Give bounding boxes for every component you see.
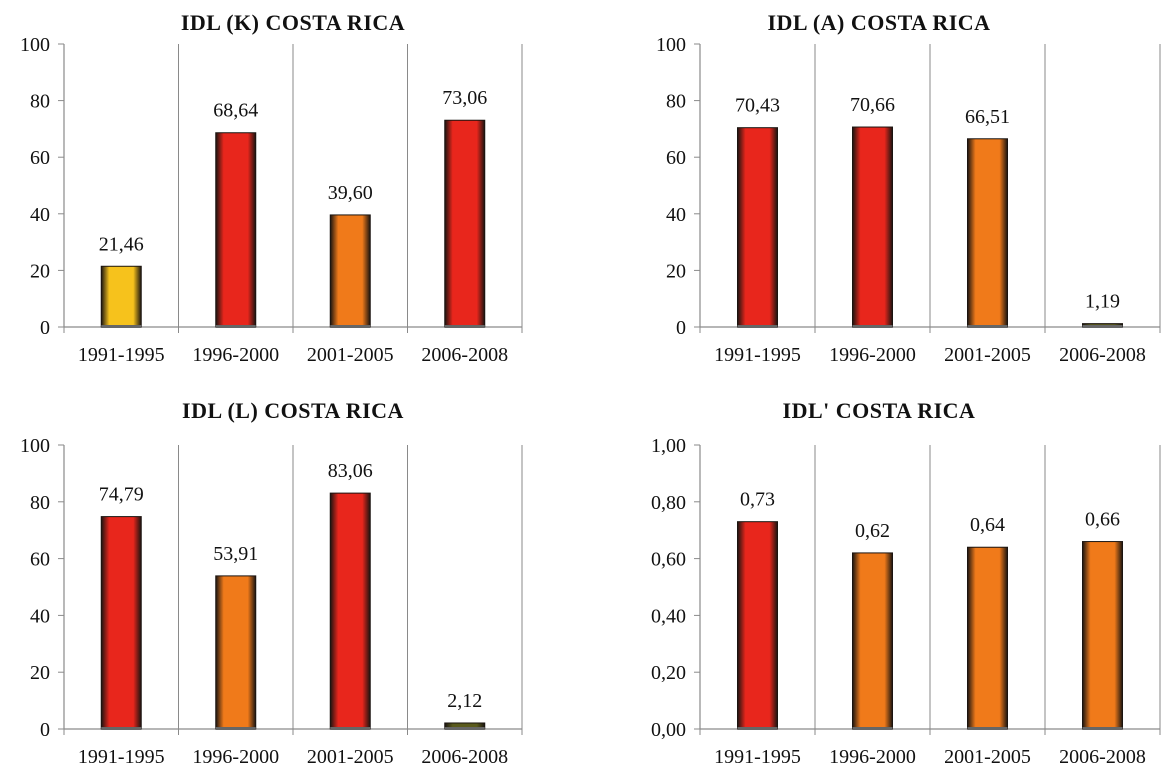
- data-label: 83,06: [328, 460, 373, 482]
- x-tick-label: 1996-2000: [192, 344, 279, 366]
- data-label: 39,60: [328, 182, 373, 204]
- bar-2001-2005: [329, 492, 371, 730]
- y-tick-label: 0,20: [651, 662, 686, 684]
- bar-1991-1995: [100, 516, 142, 730]
- bar-2001-2005: [329, 214, 371, 328]
- data-label: 68,64: [213, 100, 258, 122]
- bar-base: [101, 325, 142, 328]
- x-tick-label: 1996-2000: [829, 746, 916, 768]
- chart-title: IDL (L) COSTA RICA: [182, 398, 404, 423]
- x-tick-label: 1996-2000: [829, 344, 916, 366]
- y-tick-label: 60: [30, 147, 50, 169]
- bar-base: [967, 325, 1008, 328]
- y-tick-label: 0: [676, 317, 686, 339]
- x-tick-label: 2001-2005: [944, 746, 1031, 768]
- y-tick-label: 60: [666, 147, 686, 169]
- bar-base: [215, 727, 256, 730]
- data-label: 2,12: [447, 690, 482, 712]
- y-tick-label: 20: [30, 662, 50, 684]
- bar-base: [444, 727, 485, 730]
- y-tick-label: 1,00: [651, 435, 686, 457]
- data-label: 1,19: [1085, 291, 1120, 313]
- data-label: 70,66: [850, 94, 895, 116]
- data-label: 73,06: [442, 87, 487, 109]
- bar-base: [215, 325, 256, 328]
- data-label: 0,66: [1085, 509, 1120, 531]
- y-tick-label: 100: [20, 34, 50, 56]
- bar-2001-2005: [967, 138, 1008, 328]
- bar-chart-idl-k: 0 20 40 60 80 100 21,46 1991-1995 68,64 1996-2000…: [20, 34, 523, 366]
- y-tick-label: 100: [656, 34, 686, 56]
- x-tick-label: 1991-1995: [714, 746, 801, 768]
- bar-base: [1082, 727, 1123, 730]
- y-tick-label: 80: [30, 91, 50, 113]
- chart-title: IDL (A) COSTA RICA: [767, 10, 991, 35]
- data-label: 0,73: [740, 489, 775, 511]
- bar-2006-2008: [1082, 541, 1123, 730]
- data-label: 21,46: [99, 233, 144, 255]
- data-label: 66,51: [965, 106, 1010, 128]
- data-label: 0,62: [855, 520, 890, 542]
- y-tick-label: 0,40: [651, 605, 686, 627]
- x-tick-label: 1991-1995: [78, 344, 165, 366]
- bar-base: [330, 727, 371, 730]
- bar-chart-idl-l: 0 20 40 60 80 100 74,79 1991-1995 53,91 1996-2000…: [20, 435, 523, 768]
- bar-1991-1995: [737, 521, 778, 730]
- bar-base: [737, 325, 778, 328]
- bar-base: [330, 325, 371, 328]
- x-tick-label: 1991-1995: [714, 344, 801, 366]
- chart-panel-idl-prime: IDL' COSTA RICA 0,00 0,20 0,40 0,60 0,80 1,00…: [586, 388, 1172, 775]
- bar-base: [852, 325, 893, 328]
- data-label: 70,43: [735, 95, 780, 117]
- y-tick-label: 0: [40, 317, 50, 339]
- x-tick-label: 2006-2008: [1059, 746, 1146, 768]
- bar-chart-idl-a: 0 20 40 60 80 100 70,43 1991-1995 70,66 1996-2000…: [656, 34, 1161, 366]
- bar-1996-2000: [215, 132, 257, 328]
- y-tick-label: 0,00: [651, 719, 686, 741]
- bar-base: [1082, 325, 1123, 328]
- y-tick-label: 20: [666, 260, 686, 282]
- chart-title: IDL' COSTA RICA: [782, 398, 976, 423]
- bar-base: [967, 727, 1008, 730]
- x-tick-label: 2006-2008: [1059, 344, 1146, 366]
- bar-base: [737, 727, 778, 730]
- x-tick-label: 2006-2008: [421, 746, 508, 768]
- x-tick-label: 1996-2000: [192, 746, 279, 768]
- y-tick-label: 80: [666, 91, 686, 113]
- bar-1991-1995: [737, 127, 778, 328]
- y-tick-label: 100: [20, 435, 50, 457]
- x-tick-label: 2001-2005: [944, 344, 1031, 366]
- bar-chart-idl-prime: 0,00 0,20 0,40 0,60 0,80 1,00 0,73 1991-1995 0,6…: [651, 435, 1161, 768]
- bar-1996-2000: [852, 126, 893, 328]
- y-tick-label: 20: [30, 260, 50, 282]
- chart-panel-idl-l: IDL (L) COSTA RICA 0 20 40 60 80 100 74,79 1991…: [0, 388, 586, 775]
- chart-title: IDL (K) COSTA RICA: [180, 10, 406, 35]
- chart-panel-idl-k: IDL (K) COSTA RICA 0 20 40 60 80 100 21,46 1991…: [0, 0, 586, 388]
- data-label: 74,79: [99, 484, 144, 506]
- bar-base: [444, 325, 485, 328]
- y-tick-label: 80: [30, 492, 50, 514]
- x-tick-label: 1991-1995: [78, 746, 165, 768]
- bar-base: [852, 727, 893, 730]
- x-tick-label: 2006-2008: [421, 344, 508, 366]
- y-tick-label: 0,80: [651, 492, 686, 514]
- x-tick-label: 2001-2005: [307, 746, 394, 768]
- y-tick-label: 60: [30, 549, 50, 571]
- bar-1996-2000: [852, 552, 893, 730]
- bar-1996-2000: [215, 575, 257, 730]
- bar-2006-2008: [444, 119, 486, 328]
- bar-base: [101, 727, 142, 730]
- bar-2001-2005: [967, 546, 1008, 730]
- y-tick-label: 40: [30, 204, 50, 226]
- y-tick-label: 40: [666, 204, 686, 226]
- data-label: 0,64: [970, 514, 1005, 536]
- x-tick-label: 2001-2005: [307, 344, 394, 366]
- chart-panel-idl-a: IDL (A) COSTA RICA 0 20 40 60 80 100 70,43 1991…: [586, 0, 1172, 388]
- y-tick-label: 0,60: [651, 549, 686, 571]
- y-tick-label: 0: [40, 719, 50, 741]
- bar-1991-1995: [100, 265, 142, 328]
- y-tick-label: 40: [30, 605, 50, 627]
- data-label: 53,91: [213, 543, 258, 565]
